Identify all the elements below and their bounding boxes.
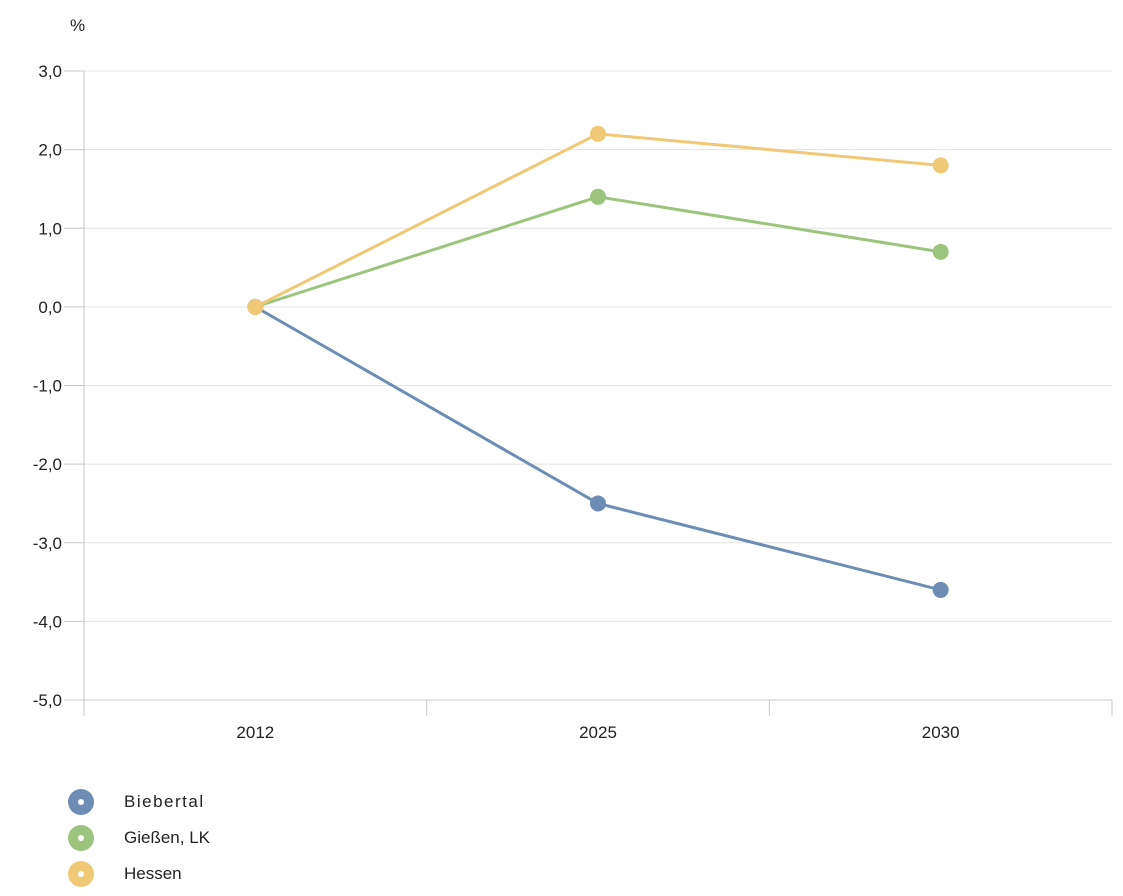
series-line-0	[253, 305, 943, 592]
y-tick-label: -4,0	[33, 612, 62, 631]
series-line-1	[253, 195, 943, 309]
data-point	[932, 581, 949, 598]
y-tick-label: -5,0	[33, 691, 62, 710]
data-point	[590, 125, 606, 142]
legend-marker-icon	[68, 825, 94, 851]
line-chart: 3,0 2,0 1,0 0,0 -1,0 -2,0 -3,0 -4,0 -5,0 2012 2025…	[33, 16, 1113, 742]
data-point	[247, 298, 264, 315]
x-tick-label: 2012	[236, 723, 274, 742]
legend-item[interactable]: Biebertal	[68, 784, 210, 820]
legend-label: Hessen	[124, 864, 182, 883]
gridlines	[84, 70, 1112, 701]
y-tick-label: 2,0	[38, 141, 62, 160]
axes: 3,0 2,0 1,0 0,0 -1,0 -2,0 -3,0 -4,0 -5,0 2012 2025…	[33, 62, 1113, 742]
y-tick-label: -3,0	[33, 534, 62, 553]
data-point	[932, 243, 949, 260]
y-tick-label: -1,0	[33, 377, 62, 396]
x-tick-label: 2025	[579, 723, 617, 742]
legend-item[interactable]: Hessen	[68, 856, 210, 892]
series-points	[247, 125, 949, 598]
legend-label: Gießen, LK	[124, 828, 210, 847]
legend-marker-icon	[68, 861, 94, 887]
y-tick-label: 1,0	[38, 219, 62, 238]
legend-label: Biebertal	[124, 792, 205, 811]
legend-item[interactable]: Gießen, LK	[68, 820, 210, 856]
data-point	[590, 495, 606, 512]
data-point	[932, 157, 949, 174]
data-point	[590, 188, 606, 205]
series-line-2	[253, 132, 943, 309]
legend: Biebertal Gießen, LK Hessen	[68, 784, 210, 892]
y-tick-label: -2,0	[33, 455, 62, 474]
legend-marker-icon	[68, 789, 94, 815]
y-tick-label: 0,0	[38, 298, 62, 317]
y-tick-label: 3,0	[38, 62, 62, 81]
x-tick-label: 2030	[922, 723, 960, 742]
y-axis-unit-label: %	[70, 16, 85, 35]
